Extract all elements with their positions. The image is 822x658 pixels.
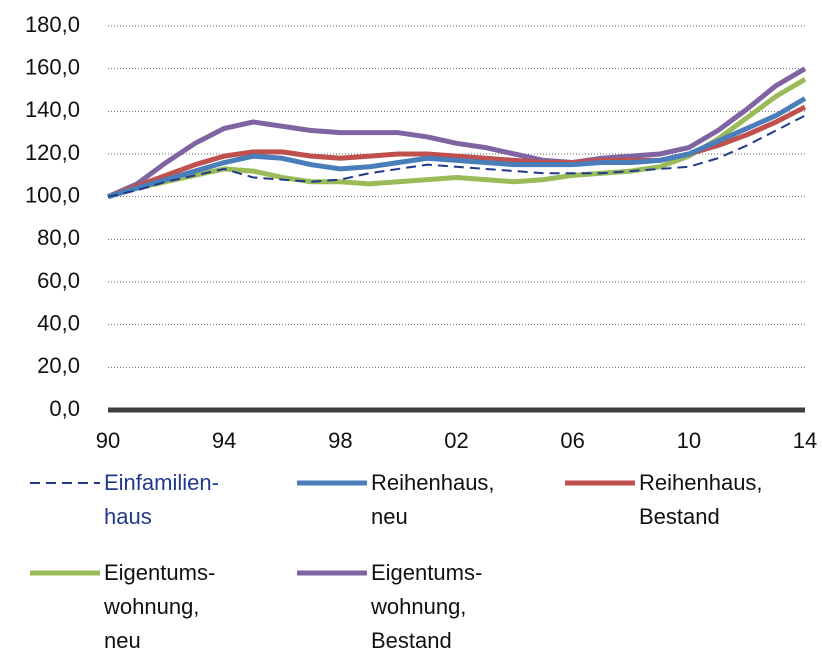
y-tick-label: 40,0 (37, 310, 80, 335)
legend-label: Eigentums- wohnung, neu (104, 560, 216, 653)
line-series (107, 114, 806, 198)
y-tick-label: 20,0 (37, 353, 80, 378)
legend-label: Reihenhaus, neu (371, 470, 495, 529)
legend-entry: Reihenhaus, neu (297, 466, 495, 534)
x-tick-label: 98 (328, 428, 352, 453)
y-tick-label: 0,0 (49, 396, 80, 421)
x-tick-label: 02 (444, 428, 468, 453)
line-series (107, 96, 807, 200)
line-series (107, 104, 807, 200)
y-tick-label: 60,0 (37, 268, 80, 293)
legend-swatch (30, 570, 100, 576)
legend-entry: Reihenhaus, Bestand (565, 466, 763, 534)
y-tick-label: 160,0 (25, 54, 80, 79)
legend-swatch (297, 480, 367, 486)
chart: 0,0 20,0 40,0 60,0 80,0 100,0 120,0 140,0 160,0 1… (25, 12, 817, 453)
legend-label: Reihenhaus, Bestand (639, 470, 763, 529)
legend-entry: Einfamilien- haus (30, 466, 219, 534)
y-tick-label: 180,0 (25, 12, 80, 37)
x-tick-label: 90 (96, 428, 120, 453)
legend-swatch (297, 570, 367, 576)
x-tick-label: 94 (212, 428, 236, 453)
line-series (106, 66, 807, 199)
x-tick-label: 14 (793, 428, 817, 453)
legend-label: Einfamilien- haus (104, 470, 219, 529)
y-tick-label: 120,0 (25, 140, 80, 165)
y-tick-label: 80,0 (37, 225, 80, 250)
legend-entry: Eigentums- wohnung, Bestand (297, 556, 482, 658)
y-tick-label: 140,0 (25, 97, 80, 122)
legend-swatch (30, 482, 100, 484)
x-tick-label: 10 (677, 428, 701, 453)
legend-label: Eigentums- wohnung, Bestand (371, 560, 483, 653)
x-tick-label: 06 (560, 428, 584, 453)
legend-swatch (565, 480, 635, 486)
y-tick-label: 100,0 (25, 182, 80, 207)
legend-entry: Eigentums- wohnung, neu (30, 556, 215, 658)
